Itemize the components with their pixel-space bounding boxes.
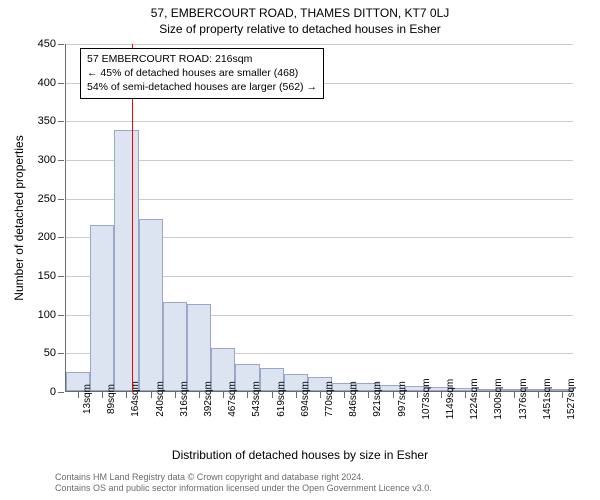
- y-tick-label: 0: [50, 386, 56, 398]
- x-tick: [296, 392, 297, 398]
- x-tick: [393, 392, 394, 398]
- x-tick: [151, 392, 152, 398]
- x-tick-label: 1073sqm: [421, 378, 432, 419]
- x-tick: [78, 392, 79, 398]
- x-axis-label: Distribution of detached houses by size …: [0, 448, 600, 462]
- y-tick-label: 150: [38, 270, 56, 282]
- x-tick-label: 1224sqm: [469, 378, 480, 419]
- x-tick: [368, 392, 369, 398]
- plot-area: 05010015020025030035040045013sqm89sqm164…: [65, 44, 573, 392]
- y-tick: [58, 199, 64, 200]
- histogram-bar: [90, 225, 114, 391]
- gridline: [66, 44, 573, 45]
- chart-title-main: 57, EMBERCOURT ROAD, THAMES DITTON, KT7 …: [0, 6, 600, 20]
- x-tick: [514, 392, 515, 398]
- x-tick: [126, 392, 127, 398]
- annotation-box: 57 EMBERCOURT ROAD: 216sqm ← 45% of deta…: [80, 48, 324, 99]
- y-tick-label: 50: [44, 347, 56, 359]
- y-tick-label: 450: [38, 38, 56, 50]
- y-tick-label: 100: [38, 309, 56, 321]
- x-tick: [441, 392, 442, 398]
- histogram-bar: [139, 219, 163, 391]
- y-tick: [58, 276, 64, 277]
- x-tick-label: 846sqm: [348, 381, 359, 417]
- x-tick: [344, 392, 345, 398]
- x-tick-label: 467sqm: [227, 381, 238, 417]
- x-tick-label: 770sqm: [324, 381, 335, 417]
- x-tick-label: 619sqm: [276, 381, 287, 417]
- chart-title-sub: Size of property relative to detached ho…: [0, 22, 600, 36]
- x-tick-label: 997sqm: [397, 381, 408, 417]
- x-tick-label: 1527sqm: [566, 378, 577, 419]
- x-tick-label: 1376sqm: [518, 378, 529, 419]
- x-tick: [320, 392, 321, 398]
- y-tick: [58, 83, 64, 84]
- x-tick: [175, 392, 176, 398]
- x-tick-label: 89sqm: [106, 384, 117, 414]
- x-tick-label: 1149sqm: [445, 379, 456, 419]
- y-tick-label: 400: [38, 77, 56, 89]
- histogram-bar: [163, 302, 187, 391]
- y-tick-label: 300: [38, 154, 56, 166]
- x-tick: [562, 392, 563, 398]
- x-tick-label: 240sqm: [155, 381, 166, 417]
- y-tick: [58, 353, 64, 354]
- x-tick-label: 543sqm: [251, 381, 262, 417]
- annotation-line-1: 57 EMBERCOURT ROAD: 216sqm: [87, 52, 317, 66]
- y-tick: [58, 44, 64, 45]
- y-axis-label: Number of detached properties: [12, 135, 26, 300]
- x-tick: [223, 392, 224, 398]
- chart-footer: Contains HM Land Registry data © Crown c…: [55, 472, 432, 495]
- x-tick: [199, 392, 200, 398]
- x-tick: [489, 392, 490, 398]
- x-tick-label: 392sqm: [203, 381, 214, 417]
- annotation-line-2: ← 45% of detached houses are smaller (46…: [87, 66, 317, 80]
- x-tick: [102, 392, 103, 398]
- x-tick-label: 694sqm: [300, 381, 311, 417]
- histogram-chart: 57, EMBERCOURT ROAD, THAMES DITTON, KT7 …: [0, 0, 600, 500]
- x-tick-label: 316sqm: [179, 381, 190, 417]
- x-tick: [272, 392, 273, 398]
- x-tick-label: 1451sqm: [542, 378, 553, 419]
- y-tick: [58, 121, 64, 122]
- y-tick: [58, 160, 64, 161]
- annotation-line-3: 54% of semi-detached houses are larger (…: [87, 80, 317, 94]
- footer-line-2: Contains OS and public sector informatio…: [55, 483, 432, 494]
- y-tick: [58, 315, 64, 316]
- y-tick-label: 350: [38, 115, 56, 127]
- x-tick: [465, 392, 466, 398]
- x-tick: [538, 392, 539, 398]
- y-tick: [58, 237, 64, 238]
- gridline: [66, 121, 573, 122]
- footer-line-1: Contains HM Land Registry data © Crown c…: [55, 472, 432, 483]
- histogram-bar: [187, 304, 211, 391]
- y-tick-label: 200: [38, 231, 56, 243]
- y-tick-label: 250: [38, 193, 56, 205]
- x-tick: [417, 392, 418, 398]
- x-tick-label: 1300sqm: [493, 378, 504, 419]
- y-tick: [58, 392, 64, 393]
- histogram-bar: [114, 130, 138, 391]
- x-tick-label: 921sqm: [372, 381, 383, 417]
- gridline: [66, 160, 573, 161]
- x-tick: [247, 392, 248, 398]
- gridline: [66, 199, 573, 200]
- x-tick-label: 13sqm: [82, 384, 93, 414]
